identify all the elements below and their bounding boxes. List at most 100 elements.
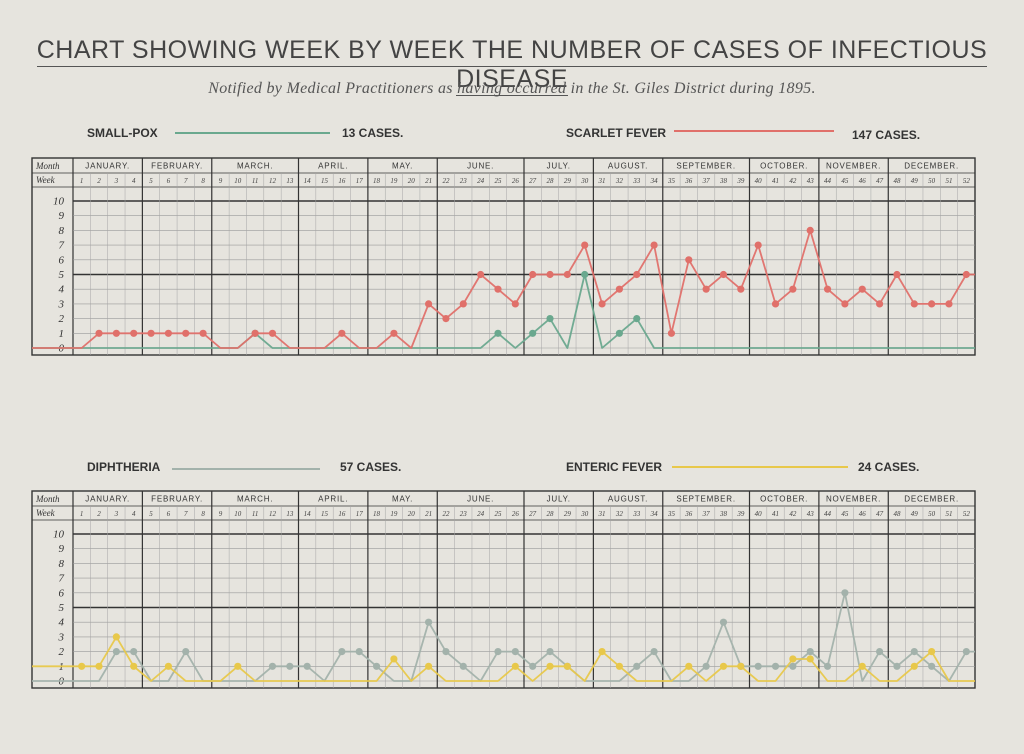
data-point <box>130 329 138 337</box>
y-tick-label: 2 <box>59 646 65 658</box>
data-point <box>511 662 519 670</box>
month-label: DECEMBER. <box>904 162 959 171</box>
week-label: 25 <box>494 177 502 185</box>
week-label: 35 <box>667 177 676 185</box>
data-point <box>529 329 537 337</box>
month-label: AUGUST. <box>608 495 648 504</box>
data-point <box>667 329 676 337</box>
data-point <box>754 241 762 249</box>
legend-small-pox-total: 13 CASES. <box>342 126 404 140</box>
week-label: 37 <box>702 510 711 518</box>
chart-frame <box>31 157 976 356</box>
week-label: 45 <box>841 177 849 185</box>
data-point <box>390 329 398 337</box>
week-label: 13 <box>286 510 294 518</box>
week-label: 38 <box>719 510 728 518</box>
week-label: 47 <box>876 510 884 518</box>
data-point <box>598 300 606 308</box>
data-point <box>928 300 936 308</box>
week-label: 10 <box>234 177 242 185</box>
data-point <box>251 329 259 337</box>
week-label: 6 <box>167 177 171 185</box>
legend-enteric-fever-line <box>672 466 848 468</box>
month-label: DECEMBER. <box>904 495 959 504</box>
week-label: 29 <box>564 177 572 185</box>
week-label: 5 <box>149 510 153 518</box>
data-point <box>95 329 103 337</box>
week-label: 7 <box>184 510 188 518</box>
week-label: 13 <box>286 177 294 185</box>
data-point <box>928 648 936 656</box>
data-point <box>164 662 173 670</box>
data-point <box>615 285 624 293</box>
week-label: 19 <box>390 177 398 185</box>
data-point <box>390 655 398 663</box>
data-point <box>754 662 762 670</box>
data-point <box>442 648 450 656</box>
week-label: 36 <box>684 510 693 518</box>
month-label: JANUARY. <box>85 162 130 171</box>
week-label: 35 <box>667 510 676 518</box>
week-label: 2 <box>97 177 101 185</box>
week-label: 44 <box>824 510 832 518</box>
data-point <box>598 648 606 656</box>
y-tick-label: 5 <box>59 269 65 281</box>
series-line-1-1 <box>32 273 975 349</box>
y-tick-label: 4 <box>59 617 65 629</box>
week-label: 40 <box>755 177 763 185</box>
data-point <box>147 329 155 337</box>
week-label: 30 <box>580 177 589 185</box>
week-label: 20 <box>408 177 416 185</box>
month-label: JULY. <box>547 162 571 171</box>
y-tick-label: 5 <box>59 602 65 614</box>
month-label: JANUARY. <box>85 495 130 504</box>
data-point <box>633 662 641 670</box>
data-point <box>945 300 953 308</box>
data-point <box>910 662 918 670</box>
legend-diphtheria-label: DIPHTHERIA <box>87 460 161 474</box>
month-label: MARCH. <box>237 162 273 171</box>
data-point <box>823 662 832 670</box>
week-label: 32 <box>615 510 624 518</box>
chart-1: JANUARY. FEBRUARY. MARCH. APRIL. MAY. JUNE. JU… <box>31 157 976 356</box>
legend-scarlet-fever-label: SCARLET FEVER <box>566 126 667 140</box>
month-label: SEPTEMBER. <box>676 162 736 171</box>
week-label: 1 <box>80 177 84 185</box>
data-point <box>962 648 970 656</box>
week-label: 18 <box>373 177 381 185</box>
data-point <box>650 241 658 249</box>
week-label: 17 <box>356 177 364 185</box>
month-label: NOVEMBER. <box>826 162 881 171</box>
month-label: MARCH. <box>237 495 273 504</box>
data-point <box>910 648 918 656</box>
data-point <box>459 300 467 308</box>
week-label: 23 <box>460 510 468 518</box>
legend-diphtheria-line <box>172 468 320 470</box>
week-label: 1 <box>80 510 84 518</box>
data-point <box>303 662 311 670</box>
legend-scarlet-fever-total: 147 CASES. <box>852 128 921 142</box>
week-label: 34 <box>650 177 659 185</box>
data-point <box>234 662 242 670</box>
week-label: 26 <box>512 510 520 518</box>
week-label: 15 <box>321 510 329 518</box>
week-label: 28 <box>547 510 555 518</box>
week-label: 5 <box>149 177 153 185</box>
week-label: 16 <box>338 510 346 518</box>
data-point <box>372 662 381 670</box>
legend-small-pox-label: SMALL-POX <box>87 126 158 140</box>
week-label: 4 <box>132 510 136 518</box>
week-label: 11 <box>252 177 258 185</box>
data-point <box>841 300 849 308</box>
data-point <box>841 589 849 597</box>
month-label: OCTOBER. <box>760 162 808 171</box>
data-point <box>164 329 173 337</box>
week-label: 43 <box>807 510 815 518</box>
week-label: 26 <box>512 177 520 185</box>
data-point <box>268 662 277 670</box>
data-point <box>685 256 693 264</box>
week-label: 31 <box>598 177 606 185</box>
y-tick-label: 3 <box>58 298 65 310</box>
data-point <box>633 315 641 323</box>
month-label: AUGUST. <box>608 162 648 171</box>
